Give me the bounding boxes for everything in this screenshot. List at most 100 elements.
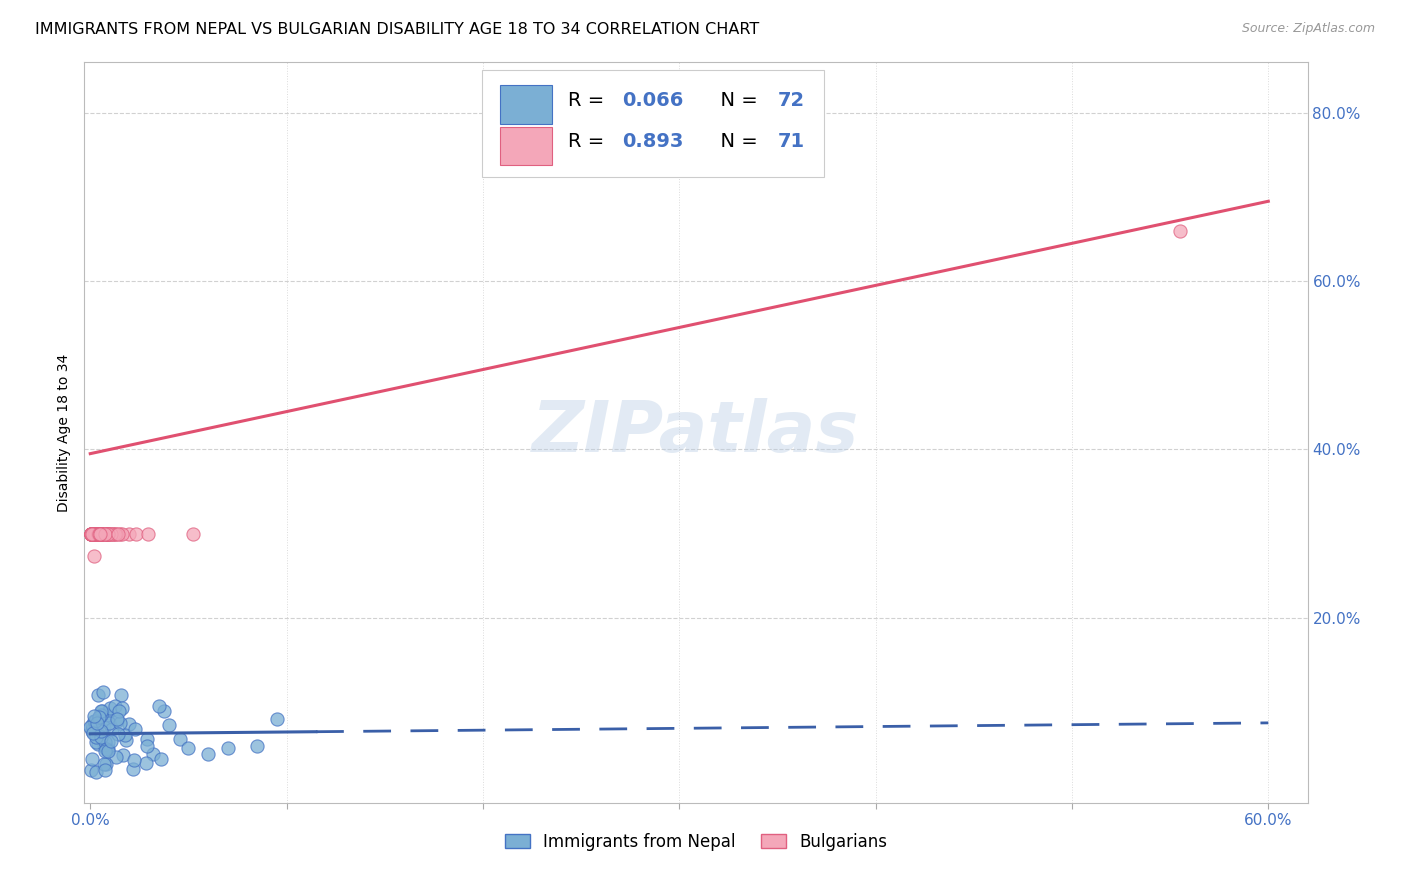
Point <box>96 707 118 722</box>
Point <box>87 688 110 702</box>
Point <box>110 688 132 702</box>
Point <box>80 526 103 541</box>
Point <box>98 701 121 715</box>
Point <box>86 526 108 541</box>
Point <box>90 526 112 541</box>
Point <box>94 735 117 749</box>
Point <box>104 526 127 541</box>
Point <box>79 720 101 734</box>
Point <box>105 714 128 728</box>
Point <box>80 526 103 541</box>
Point <box>104 698 127 713</box>
Point <box>91 526 114 541</box>
Point <box>108 704 131 718</box>
Point <box>97 526 120 541</box>
Point <box>84 526 107 541</box>
Point <box>149 752 172 766</box>
Point <box>135 739 157 754</box>
Point <box>107 526 129 541</box>
Point <box>111 526 134 541</box>
Point <box>148 698 170 713</box>
Text: R =: R = <box>568 91 610 110</box>
Text: R =: R = <box>568 132 610 151</box>
Point <box>98 526 121 541</box>
Point <box>80 526 103 541</box>
Point <box>84 714 107 729</box>
Point <box>86 765 108 780</box>
Point <box>136 526 159 541</box>
Point <box>87 526 110 541</box>
Point <box>89 709 111 723</box>
Point <box>89 526 111 541</box>
Point <box>86 716 108 731</box>
Point <box>101 723 124 737</box>
Point <box>97 742 120 756</box>
Point <box>80 763 103 777</box>
Point <box>82 526 104 541</box>
Point <box>91 685 114 699</box>
Point <box>80 526 103 541</box>
Text: N =: N = <box>709 91 765 110</box>
Point <box>103 526 125 541</box>
Point <box>87 526 110 541</box>
Point <box>80 526 103 541</box>
FancyBboxPatch shape <box>501 86 551 124</box>
Point <box>105 713 128 727</box>
Point <box>169 732 191 747</box>
Point <box>117 716 139 731</box>
Point <box>115 733 138 747</box>
Point <box>96 526 118 541</box>
Point <box>98 716 121 731</box>
Text: 72: 72 <box>778 91 806 110</box>
Point <box>89 526 111 541</box>
Point <box>122 753 145 767</box>
Point <box>80 722 103 736</box>
Point <box>105 526 128 541</box>
Point <box>97 735 120 749</box>
FancyBboxPatch shape <box>501 127 551 165</box>
Point <box>87 710 110 724</box>
Point <box>108 526 131 541</box>
Point <box>80 526 103 541</box>
Y-axis label: Disability Age 18 to 34: Disability Age 18 to 34 <box>58 353 72 512</box>
Point <box>217 741 239 756</box>
Point <box>84 526 107 541</box>
Point <box>111 701 134 715</box>
Point <box>101 526 124 541</box>
Point <box>181 526 204 541</box>
Point <box>86 526 108 541</box>
Point <box>157 718 180 732</box>
Point <box>89 526 111 541</box>
Point <box>94 526 117 541</box>
Point <box>197 747 219 761</box>
Point <box>80 526 103 541</box>
Point <box>94 756 117 771</box>
Point <box>152 704 174 718</box>
Point <box>90 730 112 744</box>
Point <box>96 526 118 541</box>
Point <box>90 723 112 738</box>
Point <box>177 741 200 756</box>
Point <box>1168 224 1191 238</box>
Point <box>80 526 103 541</box>
Point <box>91 526 114 541</box>
Point <box>93 738 115 752</box>
Point <box>83 549 105 563</box>
Point <box>97 526 120 541</box>
Point <box>142 747 165 761</box>
Point <box>124 722 146 736</box>
Point <box>82 726 104 740</box>
Point <box>86 526 108 541</box>
Point <box>84 526 107 541</box>
Legend: Immigrants from Nepal, Bulgarians: Immigrants from Nepal, Bulgarians <box>498 826 894 857</box>
Point <box>83 526 105 541</box>
Point <box>94 764 117 778</box>
Point <box>111 747 134 762</box>
Point <box>82 526 104 541</box>
Point <box>84 730 107 744</box>
Point <box>135 731 157 746</box>
Point <box>79 526 101 541</box>
Text: 0.066: 0.066 <box>623 91 683 110</box>
Point <box>87 526 110 541</box>
Point <box>82 526 104 541</box>
